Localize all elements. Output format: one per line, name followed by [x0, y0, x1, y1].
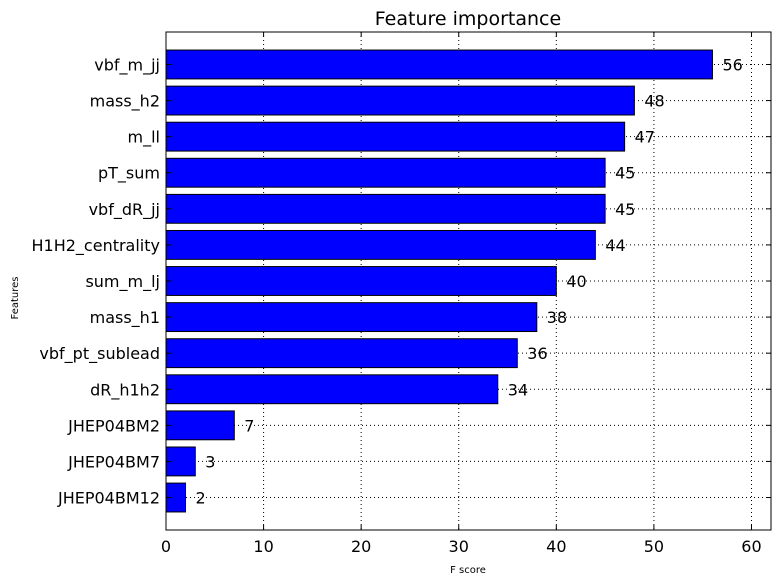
bar-value-label: 7 — [244, 416, 254, 435]
y-tick-label: vbf_m_jj — [94, 55, 160, 75]
x-tick-label: 20 — [351, 537, 371, 556]
chart-title: Feature importance — [375, 8, 561, 30]
bar — [165, 302, 538, 333]
y-tick-label: JHEP04BM12 — [57, 489, 160, 508]
bar-value-label: 48 — [644, 92, 664, 111]
bar — [165, 121, 626, 152]
x-tick-label: 0 — [161, 537, 171, 556]
y-tick-label: JHEP04BM7 — [67, 452, 160, 471]
y-tick-label: m_ll — [128, 128, 160, 148]
bar-value-label: 2 — [196, 489, 206, 508]
bar — [165, 338, 518, 369]
axes: 0 10 20 30 40 50 60 vbf_m_jj mass_h2 m_ll pT_sumvb… — [32, 32, 771, 556]
y-tick-label: vbf_dR_jj — [89, 200, 160, 220]
bar-value-label: 36 — [527, 344, 547, 363]
bar — [165, 157, 606, 188]
bars — [165, 49, 713, 513]
plot-frame — [165, 31, 772, 531]
x-tick-label: 50 — [644, 537, 664, 556]
x-tick-label: 10 — [253, 537, 273, 556]
bar-value-label: 47 — [635, 128, 655, 147]
y-tick-label: vbf_pt_sublead — [39, 344, 160, 364]
bar-value-label: 3 — [205, 452, 215, 471]
bar-value-label: 45 — [615, 200, 635, 219]
bar — [165, 266, 557, 296]
y-axis-label: Features — [10, 277, 21, 320]
bar — [165, 374, 499, 405]
x-tick-label: 40 — [546, 537, 566, 556]
y-tick-label: pT_sum — [98, 164, 160, 184]
y-tick-label: JHEP04BM2 — [67, 416, 160, 435]
y-tick-label: mass_h2 — [90, 92, 160, 112]
bar — [165, 193, 606, 224]
x-axis-label: F score — [450, 565, 486, 576]
y-tick-label: dR_h1h2 — [90, 380, 160, 400]
y-tick-label: sum_m_lj — [85, 272, 160, 292]
x-tick-label: 60 — [741, 537, 761, 556]
bar — [165, 49, 713, 80]
x-tick-label: 30 — [449, 537, 469, 556]
bar-value-label: 40 — [566, 272, 586, 291]
bar-value-label: 44 — [605, 236, 625, 255]
y-tick-label: mass_h1 — [90, 308, 160, 328]
bar-value-label: 34 — [508, 380, 528, 399]
bar — [165, 85, 635, 116]
bar-value-label: 45 — [615, 164, 635, 183]
bar — [165, 410, 235, 441]
bar — [165, 229, 596, 260]
bar-value-label: 56 — [722, 55, 742, 74]
y-tick-label: H1H2_centrality — [32, 236, 161, 256]
bar-value-label: 38 — [547, 308, 567, 327]
